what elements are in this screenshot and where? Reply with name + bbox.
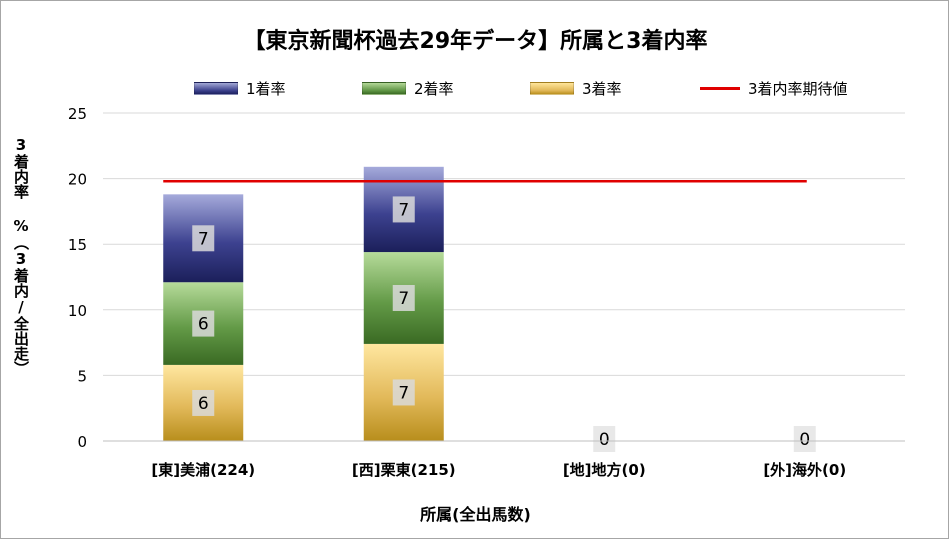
x-tick-label: [西]栗東(215) (352, 461, 456, 479)
y-tick-label: 5 (77, 367, 87, 385)
data-label: 7 (198, 229, 209, 249)
data-label: 0 (599, 430, 610, 450)
legend-label-1st: 1着率 (246, 79, 286, 98)
data-label-bg (192, 389, 215, 416)
legend-swatch-1st (194, 81, 238, 95)
legend-item-expected: 3着内率期待値 (700, 77, 848, 99)
y-tick-label: 15 (68, 236, 87, 254)
x-axis-label: 所属(全出馬数) (420, 505, 531, 524)
x-tick-label: [東]美浦(224) (151, 461, 255, 479)
legend-swatch-2nd (362, 81, 406, 95)
legend-swatch-expected (700, 86, 740, 90)
data-label: 7 (398, 289, 409, 309)
data-label-bg (192, 310, 215, 337)
data-label-bg (392, 284, 415, 311)
y-tick-label: 10 (68, 302, 87, 320)
data-label-bg (392, 196, 415, 223)
legend-item-3rd-rate: 3着率 (530, 77, 622, 99)
legend-label-3rd: 3着率 (582, 79, 622, 98)
data-label: 0 (799, 430, 810, 450)
y-axis-label: 3着内率 %（3着内/全出走） (12, 136, 30, 376)
x-tick-label: [外]海外(0) (763, 461, 846, 479)
y-tick-label: 20 (68, 171, 87, 189)
y-tick-label: 0 (77, 433, 87, 451)
legend-item-2nd-rate: 2着率 (362, 77, 454, 99)
legend-label-2nd: 2着率 (414, 79, 454, 98)
x-tick-label: [地]地方(0) (563, 461, 646, 479)
data-label-bg (392, 379, 415, 406)
legend-item-1st-rate: 1着率 (194, 77, 286, 99)
legend-label-expected: 3着内率期待値 (748, 79, 848, 98)
legend-swatch-3rd (530, 81, 574, 95)
data-label-bg (192, 225, 215, 252)
chart-title: 【東京新聞杯過去29年データ】所属と3着内率 (243, 29, 708, 54)
data-label: 6 (198, 315, 209, 335)
data-label-bg (793, 426, 816, 452)
data-label: 7 (398, 383, 409, 403)
data-label: 7 (398, 200, 409, 220)
y-tick-label: 25 (68, 105, 87, 123)
data-label: 6 (198, 394, 209, 414)
data-label-bg (593, 426, 616, 452)
